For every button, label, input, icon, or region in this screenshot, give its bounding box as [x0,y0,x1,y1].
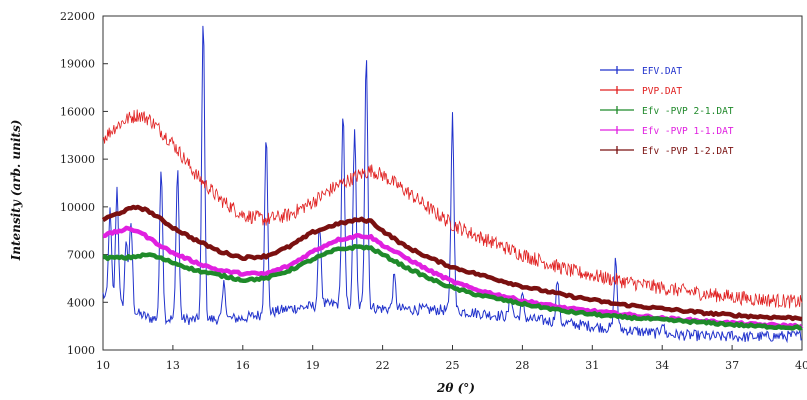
x-tick-label: 37 [725,359,739,372]
legend-item-3: Efv -PVP 1-1.DAT [600,126,734,137]
y-axis-title: Intensity (arb. units) [9,120,23,262]
y-tick-label: 13000 [60,153,95,166]
series-1 [102,109,803,309]
legend: EFV.DAT PVP.DAT Efv -PVP 2-1.DAT Efv -PVP 1… [600,66,734,157]
legend-item-1: PVP.DAT [600,86,682,97]
x-tick-label: 31 [585,359,599,372]
legend-label: Efv -PVP 2-1.DAT [642,106,734,117]
y-tick-label: 1000 [67,344,95,357]
legend-label: PVP.DAT [642,86,682,97]
series-layer [101,25,804,344]
legend-label: EFV.DAT [642,66,682,77]
legend-label: Efv -PVP 1-1.DAT [642,126,734,137]
x-tick-label: 13 [166,359,180,372]
x-axis-title: 2θ (°) [436,381,475,395]
plot-frame [102,15,803,351]
series-4 [101,204,803,322]
axes: 10 13 16 19 22 25 28 31 34 37 40 1000 4000 7000 10000 1… [60,10,807,372]
blend-line [102,243,803,331]
y-tick-label: 10000 [60,201,95,214]
y-tick-label: 22000 [60,10,95,23]
legend-item-0: EFV.DAT [600,66,682,77]
y-tick-label: 19000 [60,58,95,71]
x-tick-label: 19 [306,359,320,372]
x-tick-label: 28 [515,359,529,372]
x-tick-label: 10 [96,359,110,372]
x-tick-label: 16 [236,359,250,372]
pvp-line [102,109,803,309]
blend-line [101,204,803,322]
x-tick-label: 22 [376,359,390,372]
series-0 [102,25,803,344]
x-tick-label: 40 [795,359,807,372]
y-tick-label: 4000 [67,296,95,309]
legend-item-2: Efv -PVP 2-1.DAT [600,106,734,117]
y-tick-label: 7000 [67,249,95,262]
x-tick-label: 25 [446,359,460,372]
series-2 [102,243,803,331]
x-tick-label: 34 [655,359,669,372]
y-tick-label: 16000 [60,105,95,118]
legend-label: Efv -PVP 1-2.DAT [642,146,734,157]
efv-line [102,25,803,344]
legend-item-4: Efv -PVP 1-2.DAT [600,146,734,157]
